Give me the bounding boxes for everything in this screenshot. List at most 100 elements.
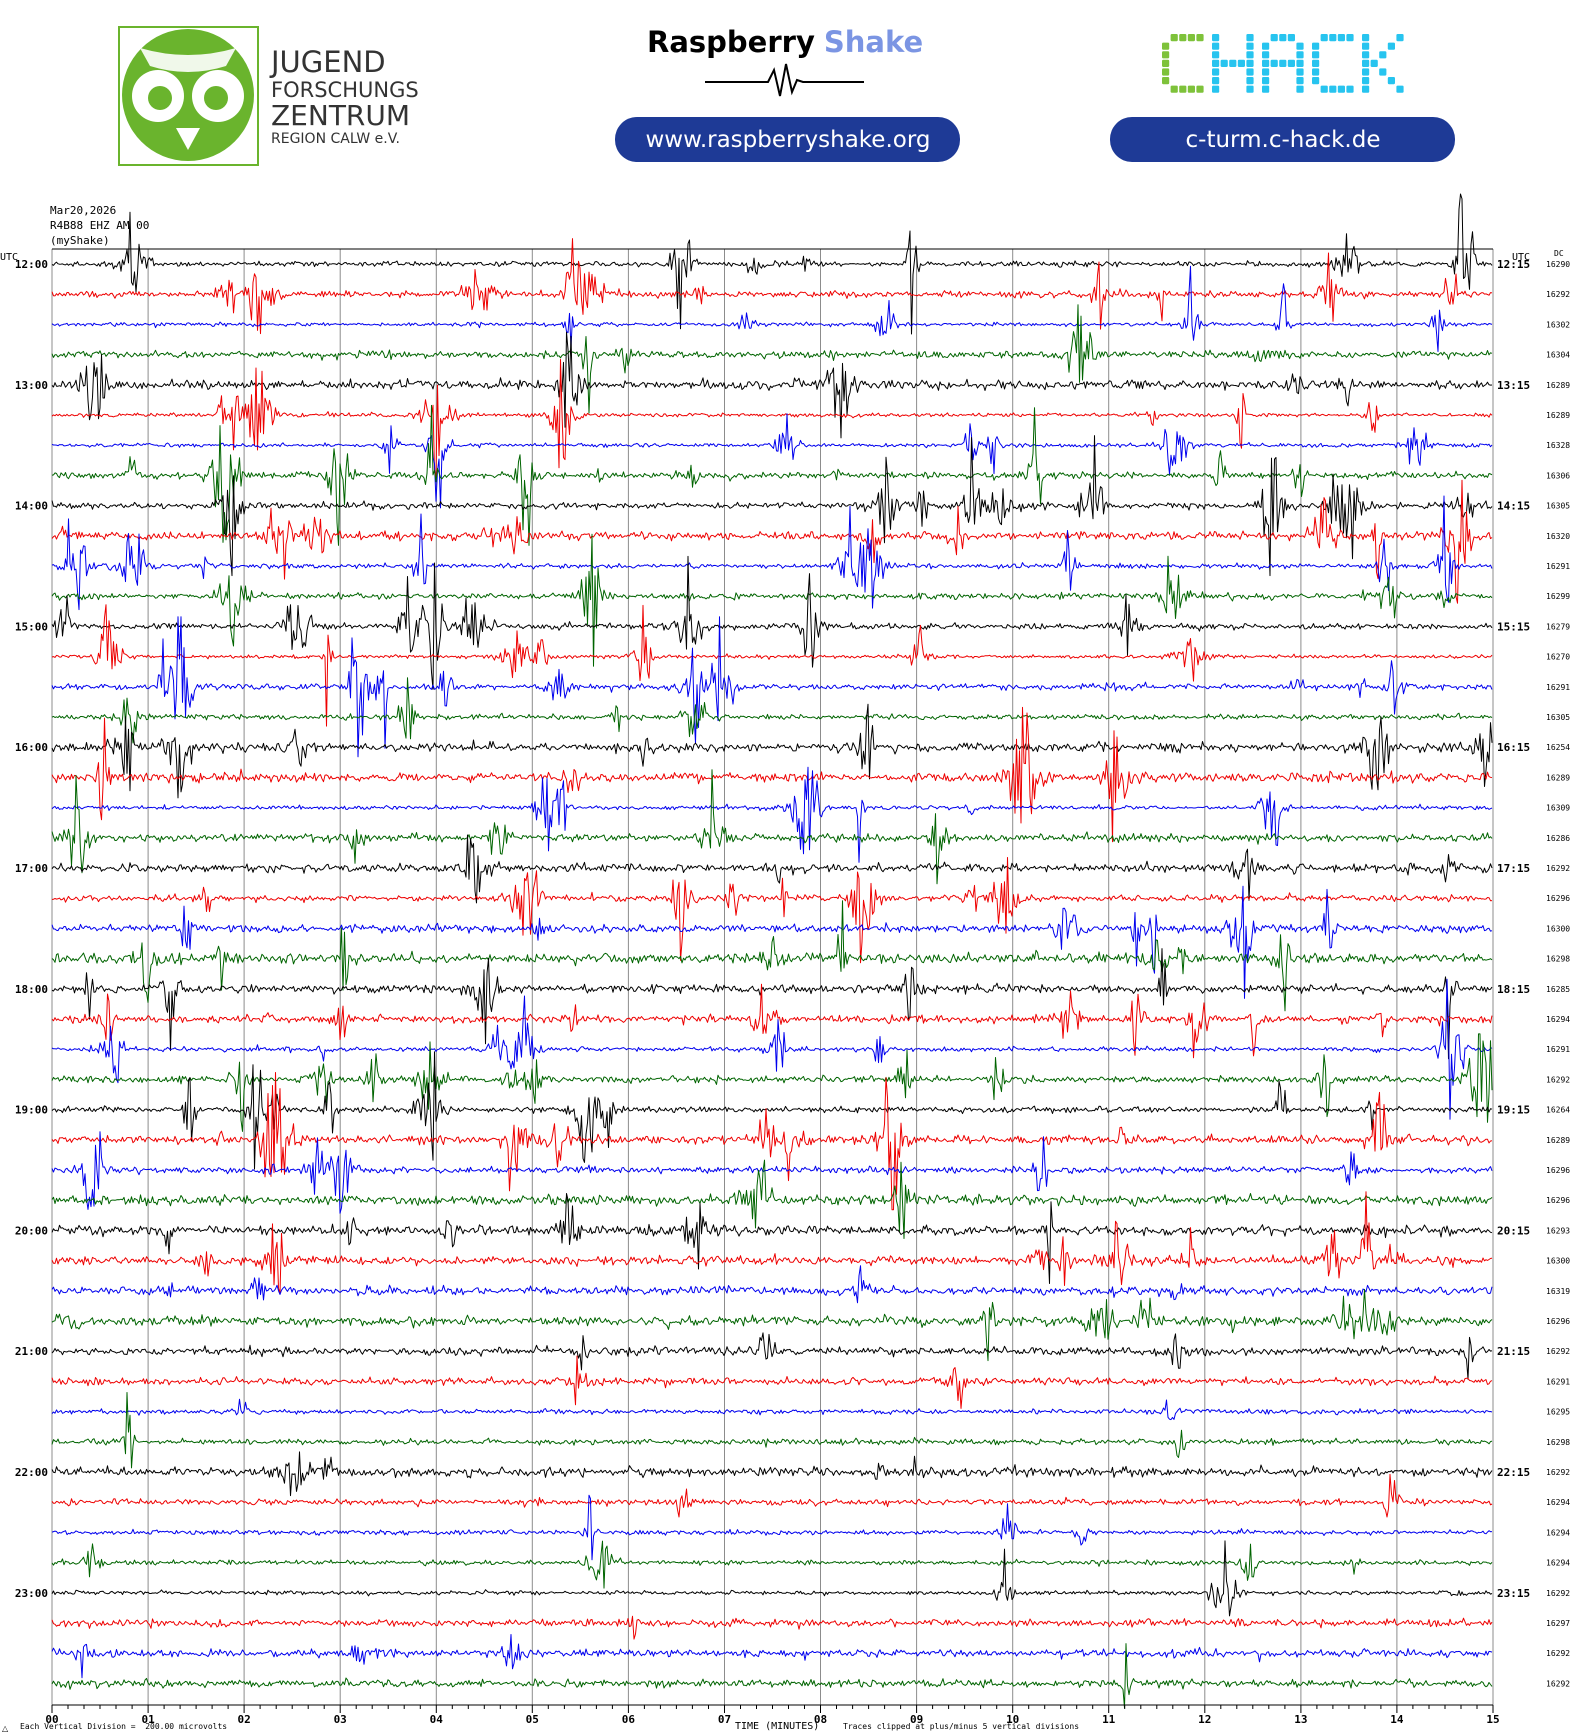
chack-letter-dot [1262, 68, 1270, 76]
chack-letter-dot [1362, 68, 1370, 76]
seismic-trace [51, 766, 1493, 863]
x-axis-title: TIME (MINUTES) [735, 1721, 819, 1732]
raspberry-shake-logo: Raspberry Shake www.raspberryshake.org [615, 25, 960, 162]
x-tick-label: 11 [1102, 1713, 1116, 1726]
left-hour-label: 17:00 [15, 862, 48, 875]
chack-letter-dot [1296, 68, 1304, 76]
chart-station: R4B88 EHZ AM 00 [50, 219, 149, 232]
chack-letter-dot [1170, 34, 1178, 42]
seismic-trace [51, 948, 1493, 1060]
x-tick-label: 13 [1294, 1713, 1307, 1726]
seismic-traces [51, 193, 1493, 1709]
dc-offset-label: 16296 [1546, 894, 1570, 903]
seismic-trace [51, 1191, 1493, 1295]
seismic-trace [51, 479, 1493, 604]
seismic-trace [51, 1634, 1493, 1679]
chack-letter-dot [1296, 51, 1304, 59]
seismic-trace [51, 983, 1493, 1059]
jfz-title-line2: FORSCHUNGS [271, 78, 419, 102]
seismic-trace [51, 616, 1493, 758]
chack-letter-dot [1396, 85, 1404, 93]
chack-letter-dot [1212, 51, 1220, 59]
chack-dot-letters [1162, 34, 1404, 93]
chack-letter-dot [1229, 59, 1237, 67]
chack-letter-dot [1287, 34, 1295, 42]
seismic-trace [51, 1159, 1493, 1239]
x-tick-label: 12 [1198, 1713, 1211, 1726]
chack-letter-dot [1162, 68, 1170, 76]
chart-date: Mar20,2026 [50, 204, 116, 217]
chack-letter-dot [1312, 77, 1320, 85]
chack-url-text[interactable]: c-turm.c-hack.de [1186, 127, 1381, 153]
chack-letter-dot [1370, 59, 1378, 67]
seismic-trace [51, 413, 1493, 509]
seismic-trace [51, 1540, 1493, 1589]
chack-letter-dot [1337, 34, 1345, 42]
dc-offset-label: 16289 [1546, 411, 1570, 420]
x-tick-label: 09 [910, 1713, 923, 1726]
chack-letter-dot [1212, 59, 1220, 67]
chack-letter-dot [1362, 59, 1370, 67]
chack-letter-dot [1196, 85, 1204, 93]
time-labels: 12:00 13:00 14:00 15:00 16:00 17:00 18:00 19:00… [15, 258, 1570, 1688]
chart-network: (myShake) [50, 234, 110, 247]
dc-offset-label: 16264 [1546, 1106, 1570, 1115]
corner-mark: △ [2, 1724, 9, 1732]
seismic-trace [51, 1265, 1493, 1304]
seismic-trace [51, 1494, 1493, 1561]
seismic-trace [51, 706, 1493, 843]
left-timezone-label: UTC [0, 252, 18, 263]
chack-letter-dot [1362, 42, 1370, 50]
chack-letter-dot [1312, 68, 1320, 76]
dc-offset-label: 16294 [1546, 1559, 1570, 1568]
dc-offset-label: 16296 [1546, 1317, 1570, 1326]
chack-letter-dot [1362, 51, 1370, 59]
seismic-trace [51, 359, 1493, 478]
x-tick-label: 00 [45, 1713, 58, 1726]
seismic-trace [51, 1131, 1493, 1214]
chack-letter-dot [1196, 34, 1204, 42]
rs-url-text[interactable]: www.raspberryshake.org [646, 127, 931, 153]
jfz-title-line3: ZENTRUM [271, 99, 410, 132]
left-hour-label: 20:00 [15, 1224, 48, 1237]
chack-letter-dot [1212, 68, 1220, 76]
dc-offset-label: 16296 [1546, 1196, 1570, 1205]
dc-offset-label: 16309 [1546, 804, 1570, 813]
clip-note: Traces clipped at plus/minus 5 vertical … [843, 1722, 1079, 1731]
dc-offset-label: 16290 [1546, 260, 1570, 269]
seismic-trace [51, 885, 1493, 999]
chack-letter-dot [1279, 34, 1287, 42]
seismic-trace [51, 533, 1493, 667]
chack-letter-dot [1387, 42, 1395, 50]
chack-letter-dot [1270, 34, 1278, 42]
dc-offset-label: 16289 [1546, 773, 1570, 782]
seismic-trace [51, 495, 1493, 611]
chack-letter-dot [1212, 85, 1220, 93]
dc-column-label: DC [1554, 249, 1564, 258]
right-time-label: 14:15 [1497, 500, 1530, 513]
right-time-label: 15:15 [1497, 620, 1530, 633]
rs-url-pill[interactable] [615, 117, 960, 162]
seismic-trace [51, 1193, 1493, 1284]
seismic-trace [51, 857, 1493, 964]
right-time-label: 13:15 [1497, 379, 1530, 392]
left-hour-label: 19:00 [15, 1104, 48, 1117]
left-hour-label: 16:00 [15, 741, 48, 754]
chack-letter-dot [1262, 77, 1270, 85]
seismic-trace [51, 1615, 1493, 1640]
chack-letter-dot [1262, 42, 1270, 50]
right-time-label: 17:15 [1497, 862, 1530, 875]
dc-offset-label: 16254 [1546, 743, 1570, 752]
dc-offset-label: 16279 [1546, 622, 1570, 631]
dc-offset-label: 16291 [1546, 1377, 1570, 1386]
chack-letter-dot [1296, 77, 1304, 85]
dc-offset-label: 16291 [1546, 562, 1570, 571]
seismic-trace [51, 677, 1493, 744]
chack-letter-dot [1246, 77, 1254, 85]
jfz-logo: JUGEND FORSCHUNGS ZENTRUM REGION CALW e.… [118, 26, 419, 166]
chack-url-pill[interactable] [1110, 117, 1455, 162]
chack-letter-dot [1246, 34, 1254, 42]
chack-letter-dot [1162, 77, 1170, 85]
right-time-label: 18:15 [1497, 983, 1530, 996]
jfz-owl-left-pupil [148, 86, 172, 110]
